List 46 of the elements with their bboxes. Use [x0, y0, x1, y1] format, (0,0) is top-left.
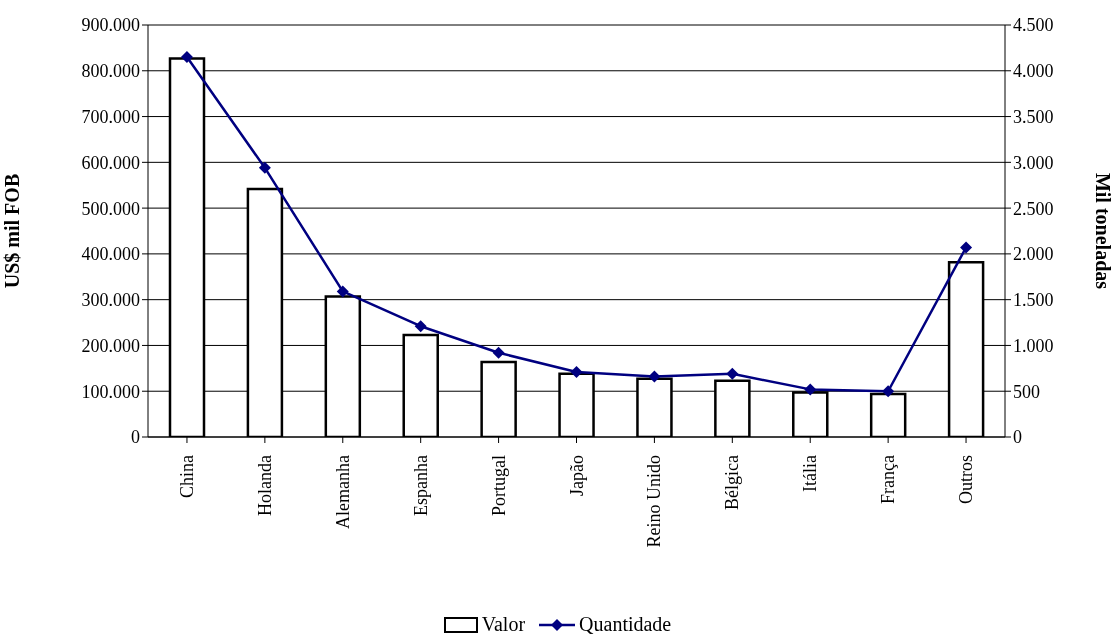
point	[960, 241, 973, 254]
point	[336, 285, 349, 298]
y-tick-label: 800.000	[81, 61, 140, 82]
x-tick-label: Espanha	[410, 455, 431, 516]
point	[804, 383, 817, 396]
y2-tick-label: 2.000	[1013, 244, 1054, 265]
x-tick-label: Outros	[956, 455, 977, 504]
y-tick-label: 100.000	[81, 381, 140, 402]
y2-tick-label: 3.000	[1013, 152, 1054, 173]
point	[258, 161, 271, 174]
y2-tick-label: 3.500	[1013, 106, 1054, 127]
y-tick-label: 0	[131, 427, 140, 448]
point	[726, 367, 739, 380]
point	[414, 320, 427, 333]
point	[180, 51, 193, 64]
y-axis-title: US$ mil FOB	[1, 173, 24, 289]
y2-tick-label: 1.000	[1013, 335, 1054, 356]
x-tick-label: Reino Unido	[644, 455, 665, 548]
point	[492, 346, 505, 359]
y-tick-label: 400.000	[81, 244, 140, 265]
y2-axis-title: Mil toneladas	[1091, 172, 1114, 290]
y-tick-label: 600.000	[81, 152, 140, 173]
x-tick-label: Alemanha	[332, 454, 353, 529]
y-tick-label: 700.000	[81, 106, 140, 127]
y-tick-label: 200.000	[81, 335, 140, 356]
y2-tick-label: 4.000	[1013, 61, 1054, 82]
y2-tick-label: 0	[1013, 427, 1022, 448]
x-tick-label: França	[878, 455, 899, 504]
y2-tick-label: 1.500	[1013, 290, 1054, 311]
x-tick-label: China	[176, 454, 197, 498]
legend-label: Valor	[481, 613, 526, 636]
x-tick-label: Japão	[566, 455, 587, 496]
y2-tick-label: 2.500	[1013, 198, 1054, 219]
y2-tick-label: 500	[1013, 381, 1040, 402]
point	[570, 366, 583, 378]
y-tick-label: 500.000	[81, 198, 140, 219]
x-tick-label: Bélgica	[722, 455, 743, 510]
y-tick-label: 900.000	[81, 15, 140, 36]
point	[648, 370, 661, 383]
y-tick-label: 300.000	[81, 290, 140, 311]
x-tick-label: Itália	[800, 455, 821, 492]
legend-label: Quantidade	[579, 613, 672, 636]
x-tick-label: Portugal	[488, 455, 509, 516]
point	[882, 385, 895, 398]
x-tick-label: Holanda	[254, 455, 275, 516]
y2-tick-label: 4.500	[1013, 15, 1054, 36]
